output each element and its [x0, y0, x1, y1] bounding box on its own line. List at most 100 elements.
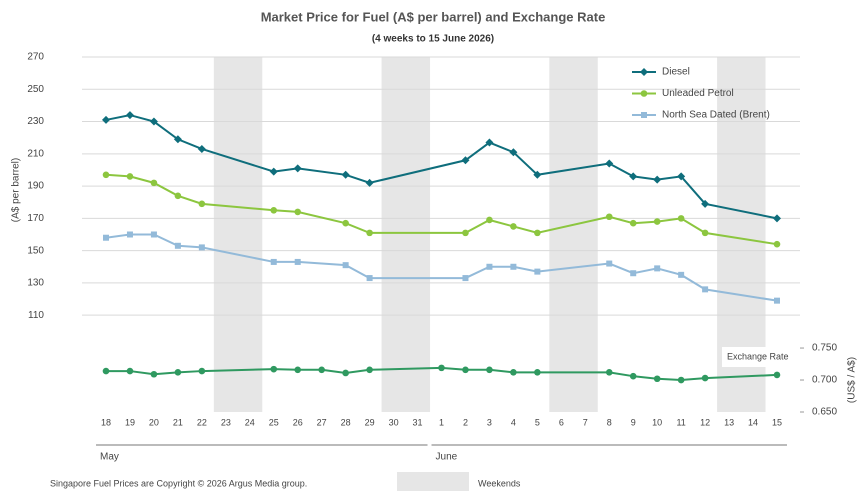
- data-point: [270, 258, 277, 265]
- data-point: [677, 215, 685, 222]
- x-tick-label: 15: [772, 417, 782, 427]
- legend-label: Diesel: [662, 67, 690, 78]
- data-point: [270, 365, 278, 373]
- x-tick-label: 7: [583, 417, 588, 427]
- x-tick-label: 3: [487, 417, 492, 427]
- data-point: [174, 192, 182, 200]
- x-tick-label: 30: [389, 417, 399, 427]
- data-point: [534, 268, 541, 275]
- y-tick-label: 250: [27, 84, 44, 95]
- x-tick-label: 9: [631, 417, 636, 427]
- x-tick-label: 29: [365, 417, 375, 427]
- x-tick-label: 23: [221, 417, 231, 427]
- y-tick-label: 170: [27, 213, 44, 224]
- y-tick-label: 270: [27, 52, 44, 63]
- series-line: [105, 173, 778, 246]
- data-point: [485, 138, 494, 147]
- data-point: [294, 258, 301, 265]
- data-point: [173, 135, 182, 144]
- data-point: [366, 275, 373, 282]
- weekend-band: [549, 57, 574, 412]
- series-line: [105, 233, 778, 302]
- x-tick-label: 25: [269, 417, 279, 427]
- data-point: [677, 172, 686, 181]
- y-tick-label: 210: [27, 148, 44, 159]
- x-tick-label: 5: [535, 417, 540, 427]
- data-point: [534, 369, 541, 376]
- x-tick-label: 10: [652, 417, 662, 427]
- data-point: [509, 148, 518, 157]
- data-point: [461, 156, 470, 165]
- data-point: [462, 275, 469, 282]
- data-point: [174, 369, 182, 376]
- copyright-note: Singapore Fuel Prices are Copyright © 20…: [50, 478, 307, 488]
- data-point: [653, 175, 662, 184]
- data-point: [103, 234, 109, 241]
- data-point: [102, 171, 110, 179]
- data-point: [126, 231, 133, 238]
- y-tick-label: 130: [27, 278, 44, 289]
- data-point: [293, 164, 302, 173]
- data-point: [640, 90, 648, 97]
- data-point: [102, 367, 110, 375]
- data-point: [773, 240, 781, 248]
- data-point: [270, 206, 278, 214]
- y2-tick-label: 0.750: [812, 343, 837, 354]
- x-tick-label: 13: [724, 417, 734, 427]
- data-point: [294, 208, 302, 216]
- data-point: [629, 372, 637, 380]
- y2-tick-label: 0.700: [812, 375, 837, 386]
- inline-label-box: [722, 347, 794, 367]
- x-tick-label: 11: [676, 417, 685, 427]
- data-point: [486, 263, 493, 270]
- data-point: [366, 366, 373, 374]
- data-point: [102, 115, 110, 124]
- x-tick-label: 4: [511, 417, 516, 427]
- data-point: [149, 117, 158, 126]
- y2-axis-title: (US$ / A$): [847, 357, 858, 403]
- x-tick-label: 24: [245, 417, 255, 427]
- data-point: [341, 170, 350, 179]
- data-point: [318, 366, 325, 374]
- data-point: [486, 216, 493, 224]
- data-point: [773, 214, 781, 223]
- data-point: [629, 172, 638, 181]
- data-point: [365, 178, 374, 187]
- x-tick-label: 8: [607, 417, 612, 427]
- y-tick-label: 150: [27, 245, 44, 256]
- y2-tick-label: 0.650: [812, 407, 837, 418]
- x-tick-label: 2: [463, 417, 468, 427]
- x-tick-label: 31: [413, 417, 423, 427]
- series-line: [105, 114, 778, 220]
- data-point: [125, 111, 134, 120]
- weekend-band: [573, 57, 598, 412]
- data-point: [606, 260, 613, 267]
- x-tick-label: 14: [748, 417, 758, 427]
- data-point: [126, 367, 134, 375]
- month-label: June: [436, 452, 458, 463]
- data-point: [269, 167, 278, 176]
- y-tick-label: 110: [28, 310, 44, 321]
- data-point: [462, 366, 469, 374]
- data-point: [174, 242, 181, 249]
- data-point: [701, 199, 710, 208]
- data-point: [653, 375, 661, 383]
- data-point: [534, 229, 541, 237]
- data-point: [150, 179, 158, 187]
- y-tick-label: 230: [27, 116, 44, 127]
- data-point: [486, 366, 493, 374]
- weekend-band: [213, 57, 239, 412]
- x-tick-label: 28: [341, 417, 351, 427]
- data-point: [654, 265, 661, 272]
- data-point: [773, 371, 781, 379]
- legend-label: Unleaded Petrol: [662, 88, 734, 99]
- x-tick-label: 26: [293, 417, 303, 427]
- data-point: [678, 271, 685, 278]
- data-point: [462, 229, 469, 237]
- x-tick-label: 27: [317, 417, 327, 427]
- weekend-legend-label: Weekends: [478, 478, 521, 488]
- x-tick-label: 18: [101, 417, 111, 427]
- data-point: [342, 219, 349, 227]
- data-point: [605, 159, 614, 168]
